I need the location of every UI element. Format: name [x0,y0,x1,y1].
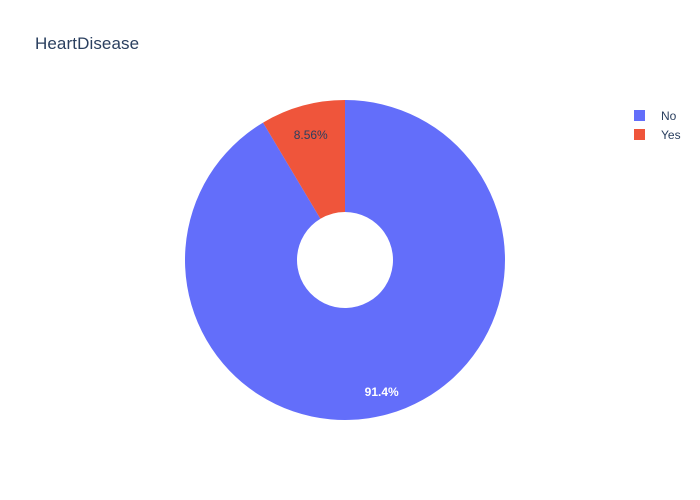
legend-item-yes[interactable]: Yes [634,125,696,144]
legend-label-yes: Yes [661,127,681,142]
slice-label-yes: 8.56% [294,128,328,142]
legend-item-no[interactable]: No [634,106,696,125]
chart-title: HeartDisease [35,34,140,53]
legend-swatch-no [634,110,645,121]
pie-slice-no[interactable] [185,100,505,420]
legend-label-no: No [661,108,677,123]
legend: No Yes [634,106,696,144]
legend-swatch-yes [634,129,645,140]
slice-label-no: 91.4% [365,385,399,399]
pie-slice-yes[interactable] [263,100,345,219]
